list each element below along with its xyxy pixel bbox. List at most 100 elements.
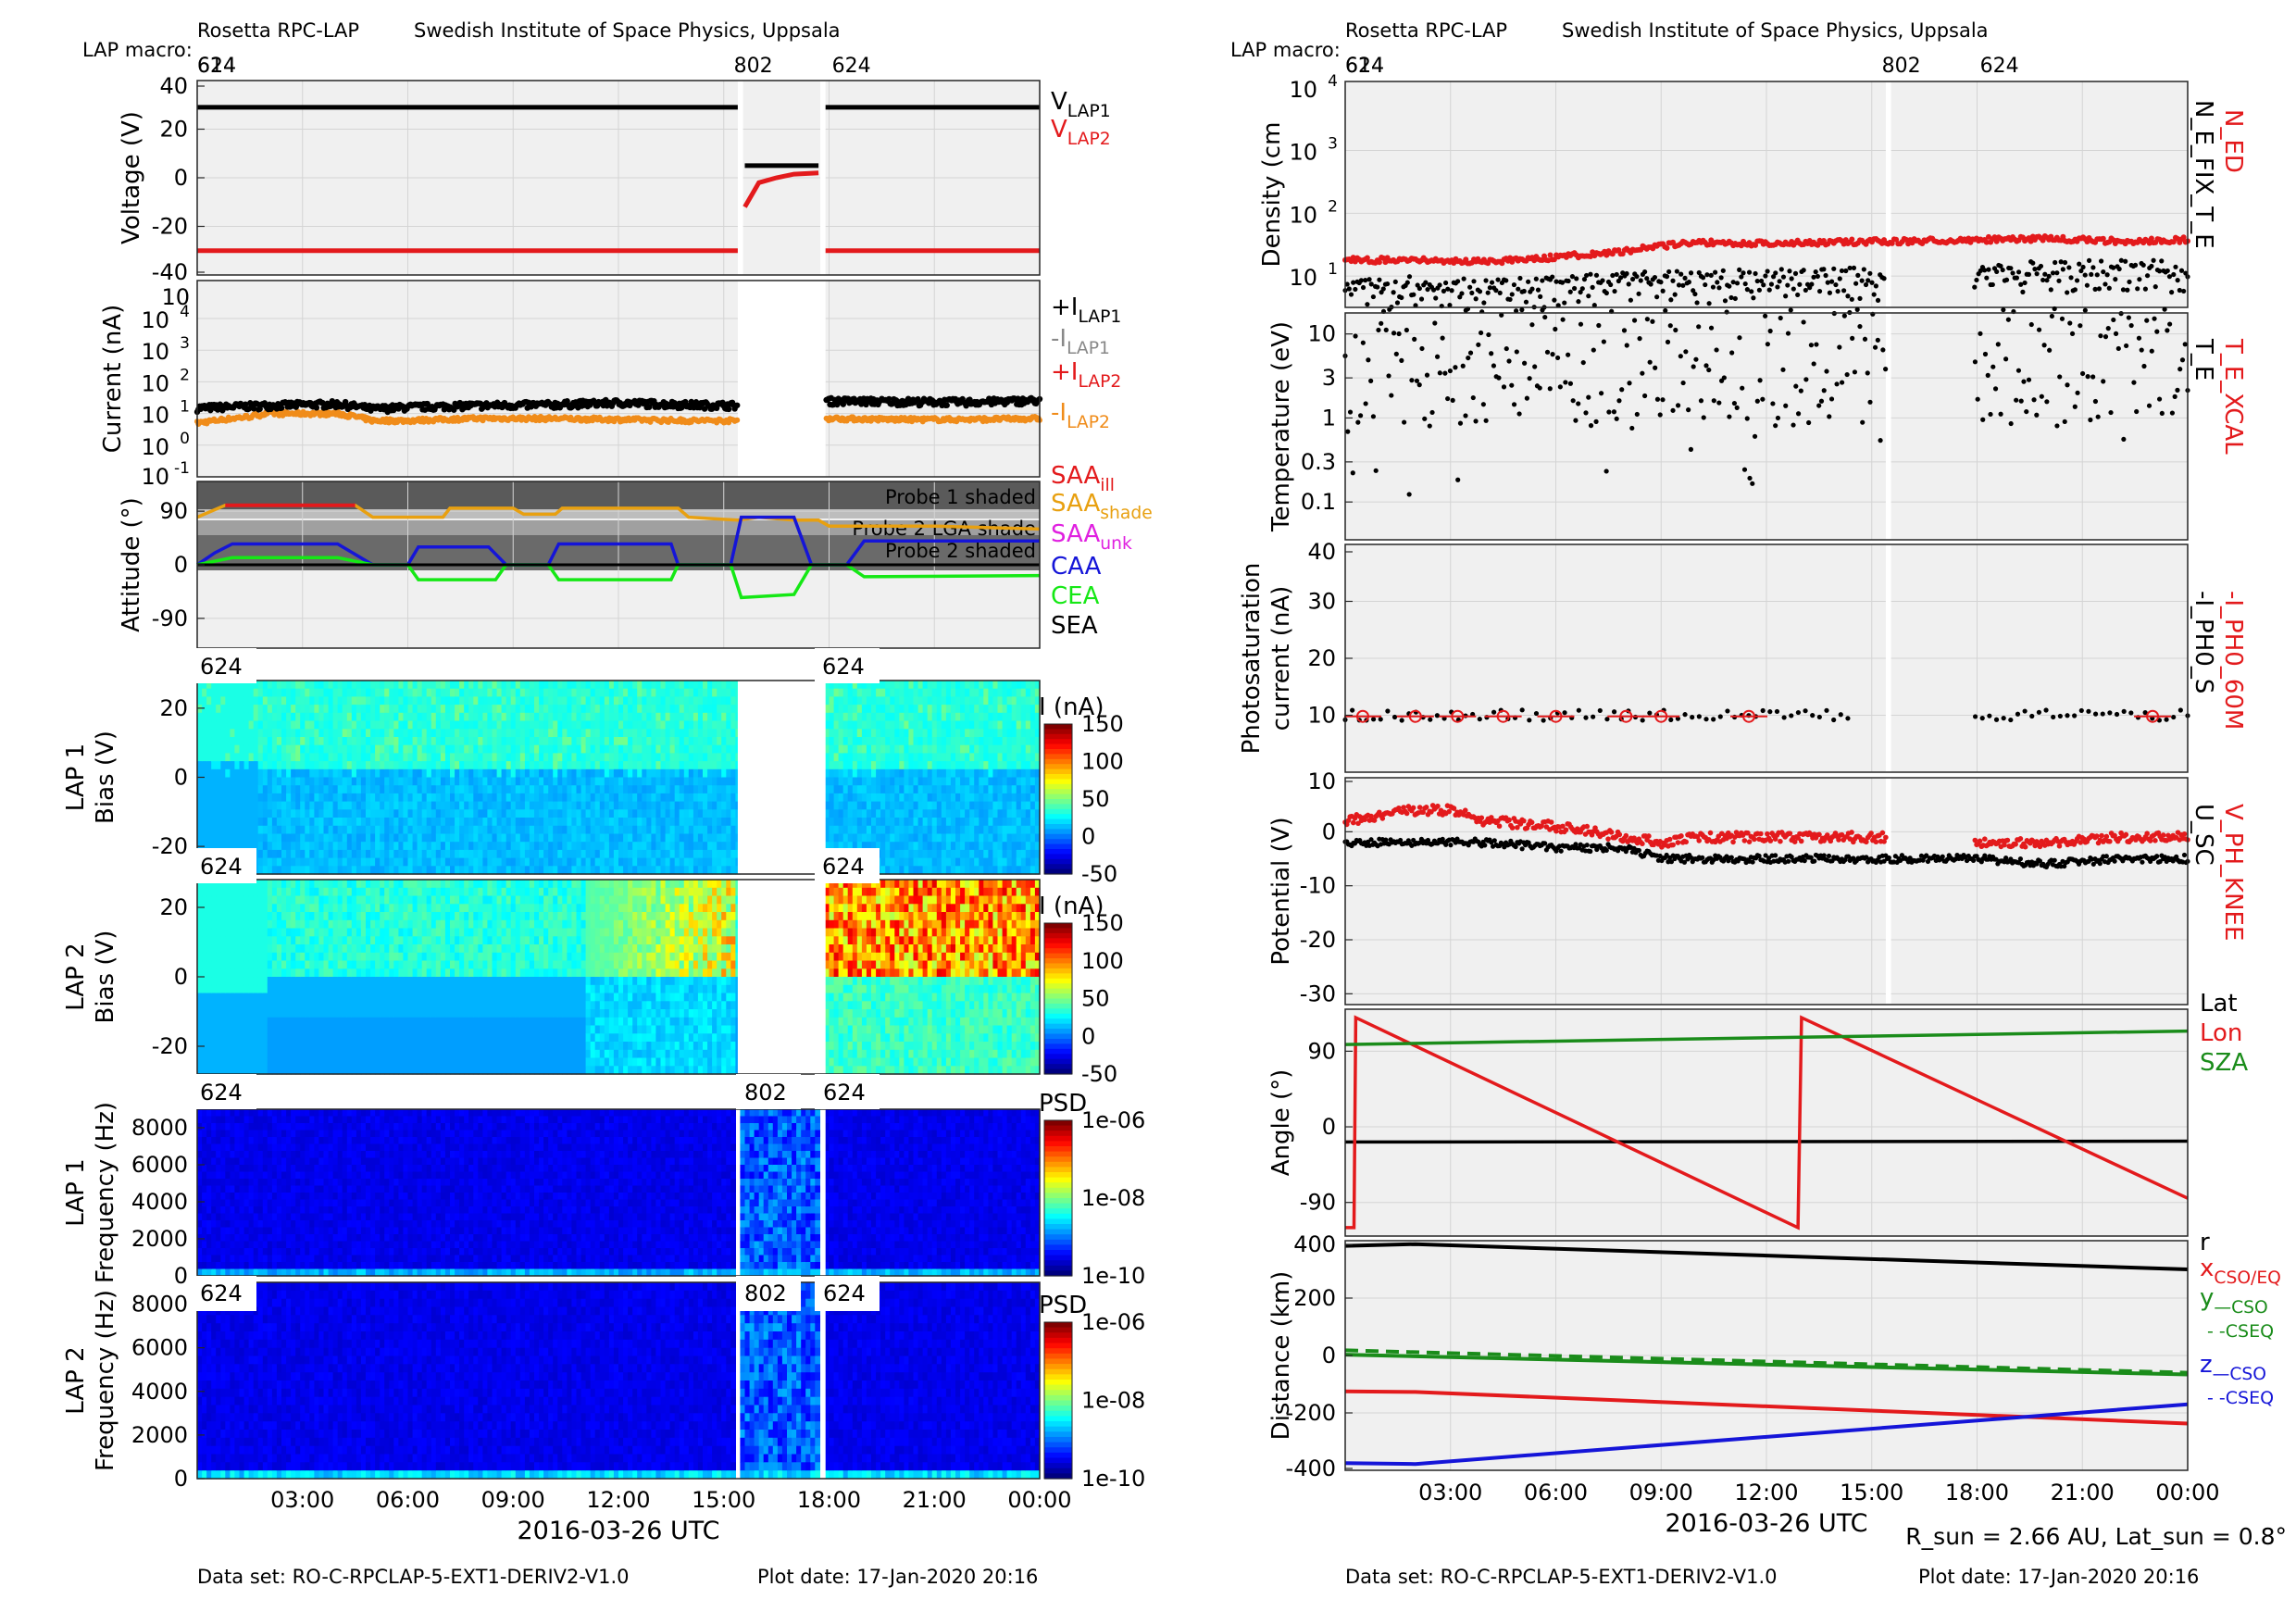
- heat-cell: [328, 857, 334, 867]
- heat-cell: [211, 793, 217, 803]
- heat-cell: [613, 866, 619, 875]
- heat-cell: [267, 777, 273, 786]
- heat-cell: [225, 761, 231, 770]
- heat-cell: [571, 681, 578, 690]
- heat-cell: [562, 793, 568, 803]
- heat-cell: [328, 825, 334, 835]
- heat-cell: [908, 737, 915, 746]
- heat-cell: [384, 833, 390, 843]
- heat-cell: [730, 761, 736, 770]
- heat-cell: [421, 705, 428, 714]
- heat-cell: [473, 785, 479, 794]
- heat-cell: [421, 761, 428, 770]
- heat-cell: [243, 818, 250, 827]
- heat-cell: [468, 705, 474, 714]
- heat-cell: [529, 768, 535, 779]
- heat-cell: [534, 720, 540, 730]
- heat-cell: [220, 777, 226, 786]
- heat-cell: [876, 761, 881, 770]
- heat-cell: [861, 809, 867, 818]
- heat-cell: [974, 768, 980, 779]
- heat-cell: [697, 681, 704, 690]
- heat-cell: [679, 777, 685, 786]
- heat-cell: [683, 809, 690, 818]
- heat-cell: [885, 744, 891, 754]
- heat-cell: [515, 801, 521, 810]
- heat-cell: [637, 842, 643, 851]
- heat-cell: [243, 768, 250, 779]
- heat-cell: [697, 785, 704, 794]
- heat-cell: [965, 785, 970, 794]
- heat-cell: [660, 801, 667, 810]
- heat-cell: [941, 842, 947, 851]
- heat-cell: [890, 833, 895, 843]
- heat-cell: [407, 785, 414, 794]
- heat-cell: [885, 705, 891, 714]
- heat-cell: [674, 720, 680, 730]
- heat-cell: [393, 825, 399, 835]
- heat-cell: [211, 825, 217, 835]
- heat-cell: [473, 744, 479, 754]
- heat-cell: [389, 705, 394, 714]
- heat-cell: [553, 785, 558, 794]
- heat-cell: [571, 729, 578, 738]
- heat-cell: [295, 681, 301, 690]
- heat-cell: [300, 849, 306, 859]
- heat-cell: [931, 720, 938, 730]
- heat-cell: [899, 785, 905, 794]
- heat-cell: [197, 688, 203, 697]
- heat-cell: [642, 720, 647, 730]
- heat-cell: [931, 842, 938, 851]
- heat-cell: [852, 809, 858, 818]
- heat-cell: [613, 720, 619, 730]
- heat-cell: [945, 866, 952, 875]
- heat-cell: [468, 809, 474, 818]
- heat-cell: [623, 801, 629, 810]
- heat-cell: [562, 737, 568, 746]
- heat-cell: [567, 753, 573, 762]
- heat-cell: [721, 866, 727, 875]
- heat-cell: [599, 712, 605, 722]
- heat-cell: [613, 857, 619, 867]
- heat-cell: [683, 729, 690, 738]
- heat-cell: [679, 720, 685, 730]
- heat-cell: [519, 681, 526, 690]
- heat-cell: [543, 737, 549, 746]
- heat-cell: [683, 768, 690, 779]
- heat-cell: [697, 712, 704, 722]
- heat-cell: [534, 849, 540, 859]
- heat-cell: [965, 768, 970, 779]
- heat-cell: [464, 705, 469, 714]
- heat-cell: [721, 729, 727, 738]
- heat-cell: [908, 801, 915, 810]
- heat-cell: [529, 753, 535, 762]
- heat-cell: [271, 818, 278, 827]
- heat-cell: [496, 720, 503, 730]
- heat-cell: [225, 785, 231, 794]
- heat-cell: [623, 753, 629, 762]
- heat-cell: [697, 696, 704, 706]
- heat-cell: [852, 744, 858, 754]
- heat-cell: [842, 705, 849, 714]
- heat-cell: [950, 809, 956, 818]
- heat-cell: [847, 785, 854, 794]
- heat-cell: [861, 729, 867, 738]
- heat-cell: [403, 809, 409, 818]
- y-tick-label: 90: [159, 498, 188, 524]
- heat-cell: [197, 720, 203, 730]
- heat-cell: [501, 866, 507, 875]
- heat-cell: [501, 720, 507, 730]
- heat-cell: [655, 737, 662, 746]
- heat-cell: [248, 818, 255, 827]
- heat-cell: [553, 761, 558, 770]
- heat-cell: [632, 833, 638, 843]
- heat-cell: [248, 777, 255, 786]
- heat-cell: [969, 753, 975, 762]
- heat-cell: [519, 696, 526, 706]
- heat-cell: [623, 818, 629, 827]
- heat-cell: [300, 793, 306, 803]
- heat-cell: [917, 825, 924, 835]
- heat-cell: [562, 696, 568, 706]
- heat-cell: [430, 768, 437, 779]
- heat-cell: [482, 849, 489, 859]
